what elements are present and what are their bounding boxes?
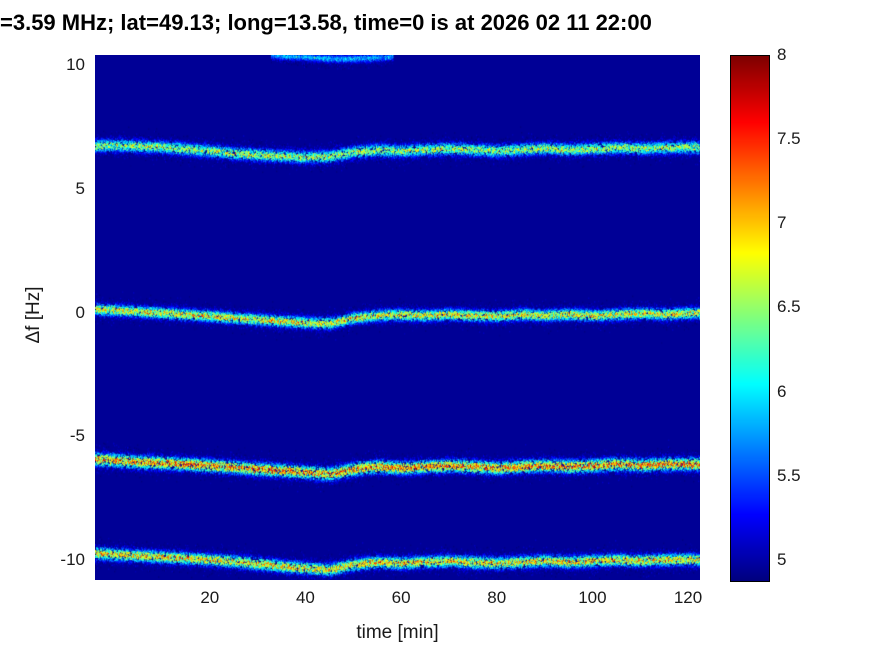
y-tick-label: -5 (69, 426, 85, 446)
colorbar (730, 55, 770, 582)
spectrogram-canvas (95, 55, 700, 580)
x-tick-label: 100 (578, 588, 607, 607)
y-tick-label: -10 (60, 550, 85, 570)
chart-title: =3.59 MHz; lat=49.13; long=13.58, time=0… (0, 10, 652, 35)
colorbar-tick-label: 6.5 (777, 297, 801, 317)
colorbar-tick-label: 8 (777, 45, 787, 64)
colorbar-tick-label: 6 (777, 381, 787, 401)
colorbar-tick-label: 7 (777, 213, 787, 233)
x-tick-label: 120 (673, 588, 703, 607)
x-tick-label: 20 (200, 588, 220, 607)
x-axis-label: time [min] (356, 622, 439, 643)
colorbar-tick-label: 5.5 (777, 465, 801, 485)
x-tick-label: 80 (487, 588, 507, 607)
y-tick-label: 5 (75, 178, 85, 198)
x-tick-label: 60 (391, 588, 411, 607)
colorbar-tick-label: 5 (777, 549, 787, 569)
colorbar-tick-label: 7.5 (777, 129, 801, 149)
y-tick-label: 10 (66, 54, 85, 74)
x-tick-label: 40 (295, 588, 315, 607)
y-tick-label: 0 (75, 302, 85, 322)
